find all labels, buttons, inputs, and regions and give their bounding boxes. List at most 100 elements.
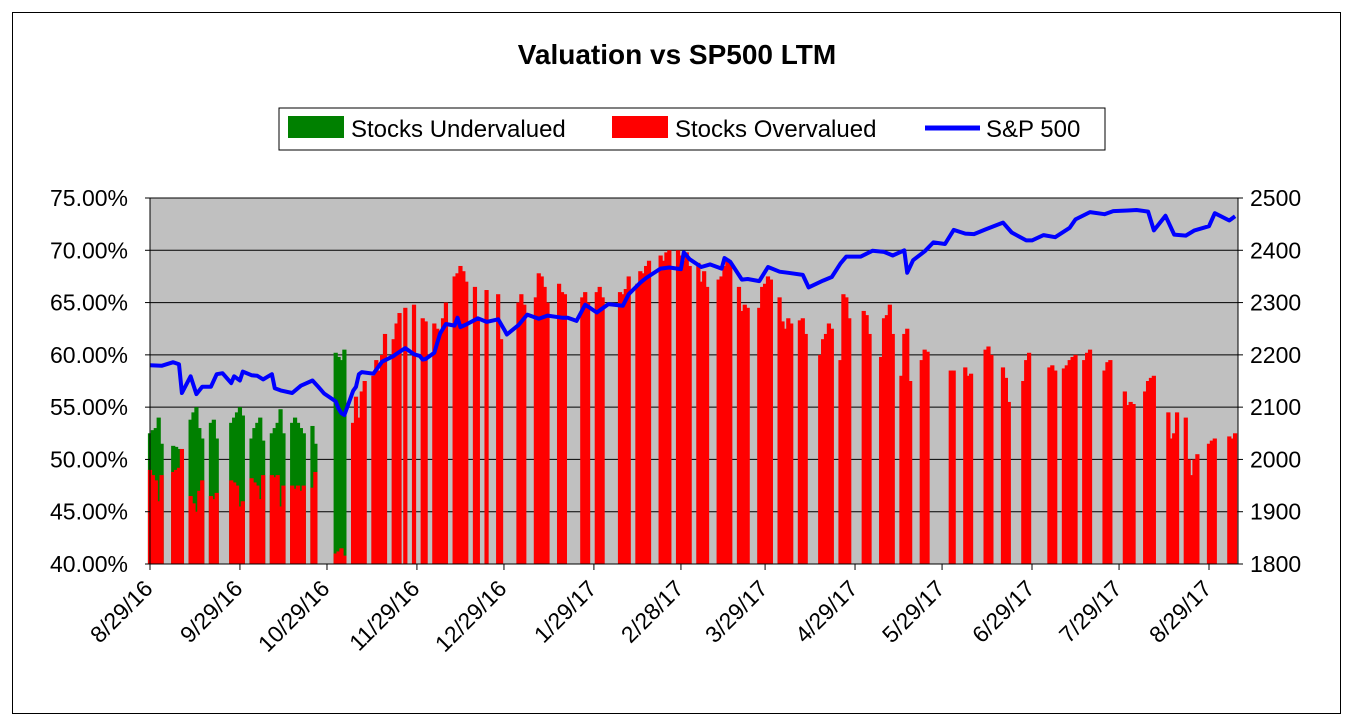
bar-overvalued [411, 304, 417, 564]
bar-overvalued [1192, 459, 1197, 564]
bar-overvalued [867, 333, 872, 564]
bar-overvalued [908, 381, 913, 564]
bar-overvalued [968, 373, 974, 564]
bar-overvalued [989, 354, 994, 564]
bar-overvalued [290, 485, 295, 564]
bar-overvalued [780, 321, 785, 564]
bar-overvalued [498, 339, 504, 564]
bar-overvalued [687, 265, 692, 564]
y-right-tick-label: 1800 [1250, 551, 1301, 577]
bar-overvalued [522, 304, 527, 564]
bar-overvalued [1143, 391, 1148, 564]
bar-overvalued [562, 294, 567, 564]
bar-overvalued [658, 255, 663, 564]
bar-undervalued [188, 419, 193, 564]
y-left-tick-label: 45.00% [50, 499, 128, 525]
bar-overvalued [757, 307, 762, 564]
bar-overvalued [890, 333, 895, 564]
bar-overvalued [719, 276, 724, 564]
bar-overvalued [174, 469, 179, 564]
bar-undervalued [278, 409, 283, 564]
bar-overvalued [1232, 433, 1238, 564]
x-tick-label: 5/29/17 [877, 575, 950, 648]
bar-overvalued [1172, 433, 1177, 564]
bar-overvalued [797, 320, 802, 564]
bar-overvalued [232, 482, 237, 564]
bar-overvalued [803, 333, 808, 564]
x-tick-label: 8/29/16 [85, 575, 158, 648]
bar-overvalued [1151, 375, 1156, 564]
bar-overvalued [728, 262, 733, 564]
bar-overvalued [1212, 438, 1217, 564]
y-left-tick-label: 65.00% [50, 290, 128, 316]
bar-overvalued [675, 250, 681, 565]
bar-overvalued [623, 288, 628, 564]
bar-overvalued [1021, 381, 1026, 564]
bar-overvalued [983, 349, 988, 564]
series-sp500 [149, 208, 1237, 417]
bar-overvalued [188, 496, 193, 564]
bar-overvalued [484, 290, 489, 564]
x-tick-label: 9/29/16 [175, 575, 248, 648]
bar-overvalued [925, 351, 930, 564]
bar-overvalued [542, 286, 547, 564]
bar-overvalued [844, 297, 849, 564]
bar-overvalued [646, 260, 652, 564]
bar-overvalued [600, 297, 605, 564]
bar-overvalued [269, 475, 274, 564]
bar-overvalued [742, 304, 747, 564]
bar-overvalued [258, 499, 263, 564]
bar-overvalued [704, 286, 710, 564]
bar-overvalued [986, 346, 991, 564]
bar-overvalued [1082, 360, 1087, 564]
bar-overvalued [1003, 377, 1008, 564]
bar-overvalued [278, 506, 283, 564]
bar-overvalued [150, 475, 156, 564]
y-right-tick-label: 2300 [1250, 290, 1301, 316]
bar-overvalued [861, 310, 866, 564]
bar-undervalued [237, 407, 243, 564]
y-axis-right-ticks: 1800 1900 2000 2100 2200 2300 2400 2500 [1238, 185, 1301, 577]
bar-overvalued [789, 323, 794, 564]
legend-label-undervalued: Stocks Undervalued [351, 116, 566, 143]
bar-overvalued [902, 333, 907, 564]
bar-overvalued [864, 315, 869, 564]
bar-overvalued [879, 356, 884, 564]
x-tick-label: 7/29/17 [1054, 575, 1127, 648]
bar-overvalued [1067, 360, 1072, 564]
bar-overvalued [966, 375, 971, 564]
bar-overvalued [356, 417, 361, 564]
y-left-tick-label: 60.00% [50, 342, 128, 368]
bar-overvalued [458, 265, 463, 564]
bar-overvalued [374, 360, 379, 564]
bar-overvalued [1050, 365, 1055, 564]
bar-overvalued [298, 490, 303, 564]
bar-overvalued [800, 318, 805, 564]
bar-overvalued [272, 477, 277, 564]
bar-overvalued [438, 333, 443, 564]
bar-overvalued [472, 286, 478, 564]
bar-overvalued [200, 480, 205, 564]
bar-overvalued [1108, 360, 1113, 564]
bar-overvalued [197, 490, 202, 564]
x-tick-label: 11/29/16 [344, 575, 424, 655]
bar-overvalued [1070, 356, 1075, 564]
y-right-tick-label: 2100 [1250, 394, 1301, 420]
bar-overvalued [496, 294, 501, 564]
bar-overvalued [292, 488, 298, 564]
bar-overvalued [464, 281, 469, 564]
bar-overvalued [826, 323, 832, 564]
bar-overvalued [443, 302, 449, 564]
bar-overvalued [597, 286, 602, 564]
bar-overvalued [1053, 370, 1058, 564]
bar-overvalued [211, 499, 216, 564]
bar-overvalued [594, 292, 599, 564]
bar-overvalued [948, 370, 953, 564]
y-left-tick-label: 75.00% [50, 185, 128, 211]
x-tick-label: 12/29/16 [430, 575, 512, 657]
bar-overvalued [818, 354, 823, 564]
bar-overvalued [951, 370, 956, 564]
bar-overvalued [339, 548, 344, 564]
bar-overvalued [1006, 401, 1011, 564]
